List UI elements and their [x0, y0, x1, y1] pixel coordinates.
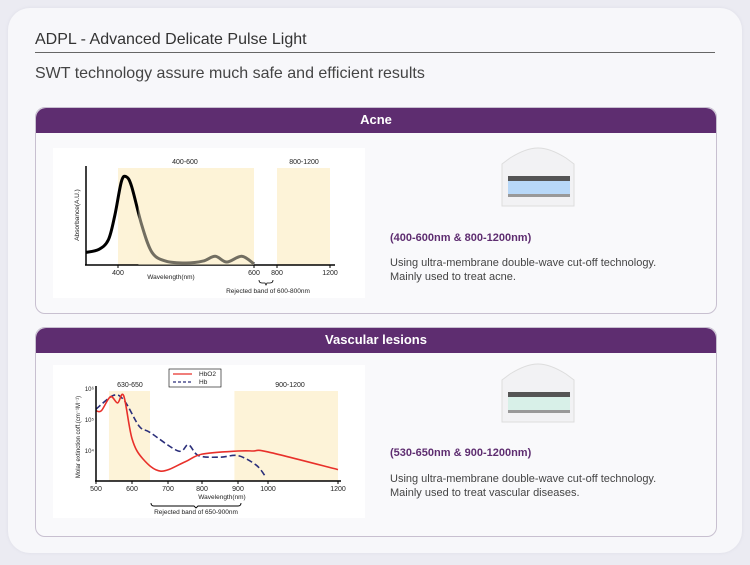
- y-axis-label: Absorbance(A.U.): [74, 189, 81, 241]
- description-line: Using ultra-membrane double-wave cut-off…: [390, 473, 657, 485]
- series-hb: [95, 394, 266, 477]
- x-tick-label: 600: [248, 270, 260, 277]
- pass-band: [277, 168, 330, 265]
- y-tick-label: 10⁶: [85, 386, 95, 393]
- band-label: 900-1200: [275, 382, 305, 389]
- legend-label: HbO2: [199, 371, 216, 378]
- band-label: 630-650: [117, 382, 143, 389]
- divider: [35, 52, 715, 53]
- x-tick-label: 800: [271, 270, 283, 277]
- wavelength-spec: (400-600nm & 800-1200nm): [390, 232, 532, 244]
- description-line: Mainly used to treat vascular diseases.: [390, 487, 580, 499]
- description: Using ultra-membrane double-wave cut-off…: [390, 256, 656, 284]
- description-line: Using ultra-membrane double-wave cut-off…: [390, 257, 657, 269]
- y-tick-label: 10⁵: [85, 417, 95, 424]
- x-tick-label: 500: [90, 486, 102, 493]
- filter-handpiece-icon: [501, 363, 575, 423]
- description-line: Mainly used to treat acne.: [390, 271, 516, 283]
- band-label: 800-1200: [289, 159, 319, 166]
- bracket: [258, 279, 274, 286]
- x-tick-label: 600: [126, 486, 138, 493]
- x-axis-label: Wavelength(nm): [198, 494, 245, 501]
- x-tick-label: 1000: [260, 486, 276, 493]
- x-axis-label: Wavelength(nm): [147, 274, 194, 281]
- band-label: 400-600: [172, 159, 198, 166]
- y-axis-label: Molar extinction coff.(cm⁻¹M⁻¹): [76, 396, 82, 478]
- filter-handpiece-icon: [501, 147, 575, 207]
- page-subtitle: SWT technology assure much safe and effi…: [35, 65, 425, 82]
- section-header: Vascular lesions: [36, 328, 716, 353]
- annotation: Rejected band of 600-800nm: [226, 288, 310, 295]
- x-tick-label: 700: [162, 486, 174, 493]
- absorbance-curve: [85, 174, 255, 266]
- legend: HbO2 Hb: [168, 368, 222, 388]
- annotation: Rejected band of 650-900nm: [154, 509, 238, 516]
- x-tick-label: 900: [232, 486, 244, 493]
- legend-label: Hb: [199, 379, 208, 386]
- x-tick-label: 1200: [330, 486, 346, 493]
- pass-band: [234, 391, 338, 481]
- bracket: [150, 502, 242, 509]
- description: Using ultra-membrane double-wave cut-off…: [390, 472, 656, 500]
- y-tick-label: 10⁴: [85, 448, 95, 455]
- band-overlay: [138, 168, 254, 265]
- x-tick-label: 1200: [322, 270, 338, 277]
- x-tick-label: 400: [112, 270, 124, 277]
- acne-absorbance-chart: 400-600 800-1200 400 600 800 1200 Wavelengt…: [53, 148, 365, 298]
- x-tick-label: 800: [196, 486, 208, 493]
- page-title: ADPL - Advanced Delicate Pulse Light: [35, 31, 307, 48]
- vascular-extinction-chart: 630-650 900-1200 500 600 700 800 900 1000 1200…: [53, 365, 365, 518]
- pass-band: [108, 391, 150, 481]
- series-hbo2: [95, 393, 339, 472]
- wavelength-spec: (530-650nm & 900-1200nm): [390, 447, 532, 459]
- section-header: Acne: [36, 108, 716, 133]
